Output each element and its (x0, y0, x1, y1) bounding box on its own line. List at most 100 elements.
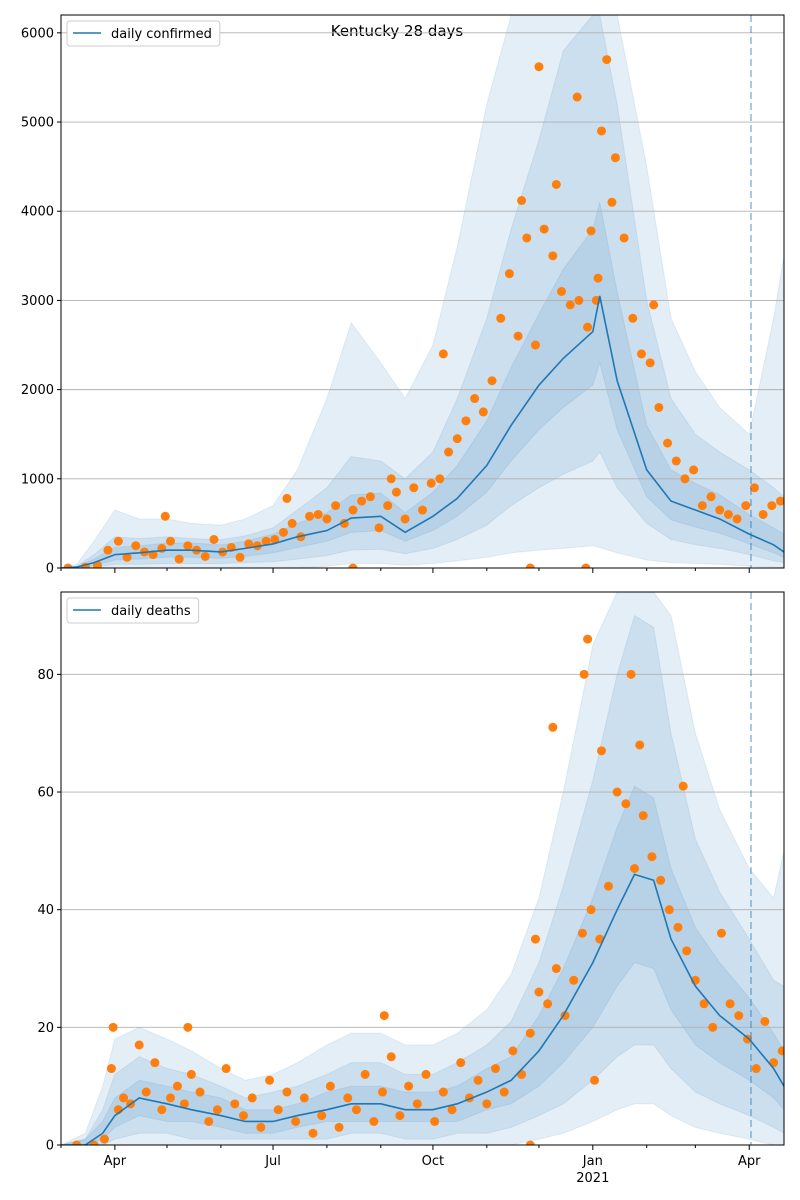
data-point (636, 349, 646, 359)
data-point (551, 964, 561, 974)
legend-box (66, 597, 200, 624)
data-point (621, 799, 631, 809)
data-point (447, 1105, 457, 1115)
data-point (106, 1064, 116, 1074)
data-point (244, 539, 254, 549)
y-tick-label: 60 (37, 786, 54, 801)
data-point (706, 492, 716, 502)
data-point (517, 1069, 527, 1079)
data-point (256, 1122, 266, 1132)
data-point (597, 126, 607, 136)
data-point (400, 514, 410, 524)
data-point (299, 1093, 309, 1103)
data-point (647, 852, 657, 862)
data-point (160, 511, 170, 521)
legend-label: daily deaths (111, 604, 191, 619)
data-point (543, 999, 553, 1009)
data-point (261, 536, 271, 546)
data-point (776, 496, 784, 506)
data-point (557, 287, 567, 296)
data-point (230, 1099, 240, 1109)
data-point (369, 1116, 379, 1126)
data-point (508, 1046, 518, 1056)
data-point (708, 1022, 718, 1032)
data-point (270, 534, 280, 544)
data-point (461, 416, 471, 426)
data-point (504, 269, 514, 279)
data-point (282, 1087, 292, 1097)
data-point (174, 554, 184, 564)
data-point (656, 875, 666, 885)
data-point (119, 1093, 129, 1103)
data-point (723, 509, 733, 519)
data-point (426, 478, 436, 488)
confirmed-uncertainty-bands (61, 15, 784, 568)
data-point (195, 1087, 205, 1097)
band-outer (61, 592, 784, 1145)
data-point (473, 1075, 483, 1085)
data-point (574, 295, 584, 305)
data-point (530, 340, 540, 350)
data-point (593, 273, 603, 283)
data-point (404, 1081, 414, 1091)
data-point (487, 376, 497, 386)
data-point (758, 509, 768, 519)
data-point (680, 474, 690, 484)
data-point (438, 349, 448, 359)
data-point (209, 534, 219, 544)
x-tick-label: Jan (582, 1154, 603, 1169)
x-tick-label: Oct (422, 1154, 444, 1169)
data-point (165, 536, 175, 546)
data-point (183, 1022, 193, 1032)
data-point (697, 501, 707, 511)
y-tick-label: 1000 (21, 472, 54, 487)
chart-title: Kentucky 28 days (331, 22, 464, 40)
data-point (522, 233, 532, 243)
data-point (749, 483, 759, 493)
data-point (689, 465, 699, 475)
data-point (235, 552, 245, 562)
x-tick-label: Apr (738, 1154, 761, 1169)
deaths-panel: 0 20 40 60 80 Apr Jul Oct Jan Apr daily deaths (37, 591, 785, 1169)
data-point (734, 1011, 744, 1021)
data-point (579, 669, 589, 679)
data-point (435, 474, 445, 484)
data-point (278, 527, 288, 537)
data-point (565, 300, 575, 310)
data-point (238, 1111, 248, 1121)
data-point (386, 474, 396, 484)
data-point (325, 1081, 335, 1091)
data-point (334, 1122, 344, 1132)
data-point (760, 1016, 770, 1026)
data-point (751, 1064, 761, 1074)
data-point (313, 509, 323, 519)
data-point (741, 501, 751, 511)
data-point (678, 781, 688, 791)
data-point (478, 407, 488, 417)
data-point (348, 563, 358, 568)
data-point (583, 634, 593, 644)
data-point (348, 505, 358, 515)
data-point (612, 787, 622, 797)
data-point (530, 934, 540, 944)
data-point (645, 358, 655, 368)
data-point (490, 1064, 500, 1074)
x-tick-label: Apr (104, 1154, 127, 1169)
data-point (131, 541, 141, 551)
data-point (444, 447, 454, 457)
data-point (630, 864, 640, 873)
data-point (99, 1134, 109, 1144)
data-point (378, 1087, 388, 1097)
data-point (395, 1111, 405, 1121)
data-point (308, 1128, 318, 1138)
data-point (204, 1116, 214, 1126)
data-point (610, 153, 620, 163)
data-point (577, 928, 587, 938)
data-point (418, 505, 427, 515)
data-point (265, 1075, 275, 1085)
x-year-label: 2021 (576, 1171, 609, 1186)
data-point (602, 55, 612, 65)
data-point (157, 1105, 167, 1115)
band-inner (61, 202, 784, 568)
data-point (221, 1064, 231, 1074)
